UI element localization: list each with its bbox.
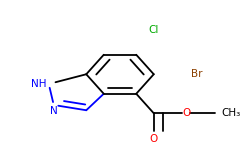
Text: N: N bbox=[50, 106, 58, 117]
Text: Cl: Cl bbox=[148, 25, 159, 35]
Text: O: O bbox=[182, 108, 190, 118]
Text: O: O bbox=[150, 134, 158, 144]
Text: NH: NH bbox=[31, 79, 46, 89]
Text: CH₃: CH₃ bbox=[221, 108, 240, 118]
Text: Br: Br bbox=[191, 69, 203, 79]
